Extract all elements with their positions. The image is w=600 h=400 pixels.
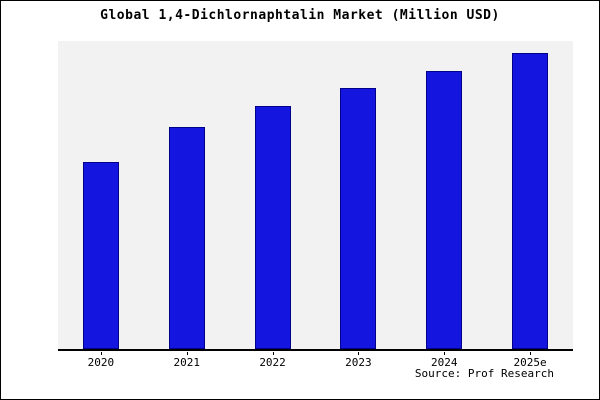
- x-axis-labels: 2020 2021 2022 2023 2024 2025e: [58, 352, 573, 369]
- plot-area: [58, 41, 573, 351]
- bar-slot: [58, 41, 144, 349]
- bar-2024: [426, 70, 463, 349]
- bar-2022: [254, 106, 291, 349]
- x-tick-label: 2020: [58, 352, 144, 369]
- x-tick-label: 2023: [315, 352, 401, 369]
- x-tick-label: 2025e: [487, 352, 573, 369]
- bar-slot: [144, 41, 230, 349]
- bar-slot: [401, 41, 487, 349]
- chart-title: Global 1,4-Dichlornaphtalin Market (Mill…: [100, 8, 500, 23]
- x-tick-label: 2021: [144, 352, 230, 369]
- bar-slot: [315, 41, 401, 349]
- bar-slot: [487, 41, 573, 349]
- bars-container: [58, 41, 573, 349]
- source-text: Source: Prof Research: [414, 367, 554, 380]
- bar-2023: [340, 88, 377, 349]
- x-tick-label: 2024: [401, 352, 487, 369]
- bar-2021: [168, 126, 205, 349]
- bar-2020: [82, 162, 119, 349]
- x-tick-label: 2022: [230, 352, 316, 369]
- bar-2025e: [512, 52, 549, 349]
- bar-slot: [230, 41, 316, 349]
